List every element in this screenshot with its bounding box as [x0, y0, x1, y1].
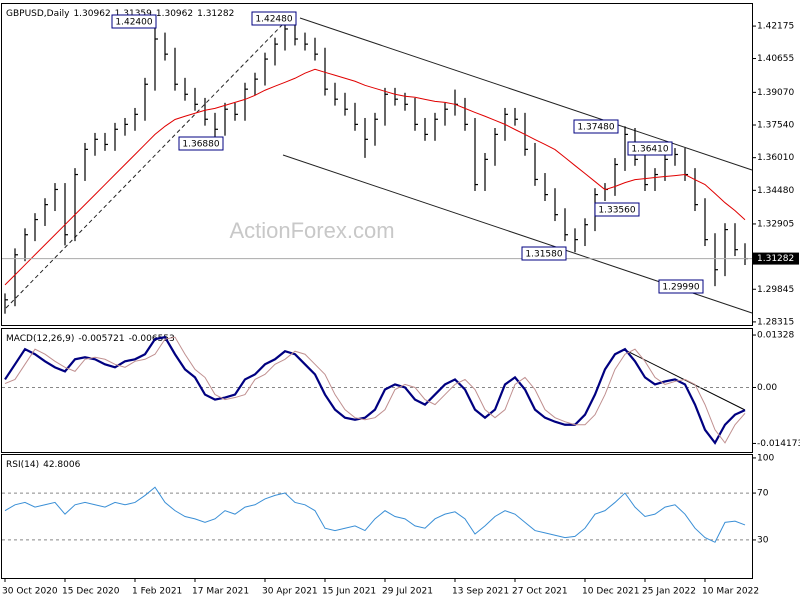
pane-title: MACD(12,26,9) [6, 334, 74, 344]
header-value: -0.005721 [78, 334, 124, 344]
annotation-box [594, 202, 640, 217]
y-tick-label: 1.39070 [757, 88, 794, 98]
trend-support [5, 21, 286, 309]
price-pane-frame [1, 3, 753, 326]
annotation-label: 1.42480 [255, 15, 292, 25]
x-tick-label: 17 Mar 2021 [192, 587, 249, 597]
x-tick-label: 27 Oct 2021 [512, 587, 568, 597]
annotation-box [573, 119, 619, 134]
x-tick-label: 15 Jun 2021 [322, 587, 376, 597]
annotation-label: 1.29990 [662, 283, 699, 293]
y-tick-label: -0.014173 [757, 439, 800, 449]
y-tick-label: 100 [757, 453, 774, 463]
y-tick-label: 1.28315 [757, 317, 794, 327]
channel-upper [299, 17, 753, 171]
indicator-line [4, 336, 746, 444]
x-tick-label: 10 Dec 2021 [582, 587, 640, 597]
last-price-label: 1.31282 [757, 254, 794, 264]
y-tick-label: 30 [757, 535, 769, 545]
header-value: 42.8006 [43, 460, 80, 470]
y-tick-label: 1.36010 [757, 153, 794, 163]
y-tick-label: 1.32905 [757, 219, 794, 229]
indicator-line [4, 335, 746, 445]
x-tick-label: 13 Sep 2021 [452, 587, 509, 597]
pane-header: RSI(14) 42.8006 [6, 460, 81, 470]
pane-title: GBPUSD,Daily [6, 9, 70, 19]
header-value: -0.006553 [129, 334, 175, 344]
header-value: 1.30962 [73, 9, 110, 19]
rsi-pane-frame [1, 454, 753, 579]
annotation-label: 1.36410 [631, 145, 668, 155]
annotation-label: 1.33560 [598, 206, 635, 216]
annotation-box [658, 279, 704, 294]
x-tick-label: 30 Oct 2020 [2, 587, 58, 597]
header-value: 1.30962 [156, 9, 193, 19]
macd-pane-frame [1, 328, 753, 453]
x-tick-label: 25 Jan 2022 [642, 587, 696, 597]
x-tick-label: 30 Apr 2021 [262, 587, 318, 597]
annotation-box [521, 246, 567, 261]
y-tick-label: 0.00 [757, 383, 777, 393]
y-tick-label: 1.29845 [757, 285, 794, 295]
annotation-box [251, 11, 297, 26]
x-tick-label: 15 Dec 2020 [62, 587, 120, 597]
x-tick-label: 29 Jul 2021 [382, 587, 433, 597]
moving-average [4, 68, 746, 286]
header-value: 1.31359 [115, 9, 152, 19]
y-tick-label: 1.34480 [757, 186, 794, 196]
macd-trendline [624, 349, 746, 411]
last-price-box [753, 252, 799, 265]
annotation-label: 1.37480 [577, 123, 614, 133]
pane-title: RSI(14) [6, 460, 39, 470]
annotation-label: 1.42400 [115, 18, 152, 28]
y-tick-label: 70 [757, 489, 769, 499]
indicator-line [4, 486, 746, 543]
pane-header: MACD(12,26,9) -0.005721 -0.006553 [6, 334, 175, 344]
y-tick-label: 1.40655 [757, 54, 794, 64]
annotation-box [111, 14, 157, 29]
y-tick-label: 0.01328 [757, 331, 794, 341]
annotation-box [627, 141, 673, 156]
annotation-box [178, 136, 224, 151]
pane-header: GBPUSD,Daily 1.30962 1.31359 1.30962 1.31282 [6, 9, 234, 19]
header-value: 1.31282 [197, 9, 234, 19]
x-tick-label: 10 Mar 2022 [702, 587, 759, 597]
annotation-label: 1.31580 [525, 250, 562, 260]
y-tick-label: 1.42175 [757, 22, 794, 32]
watermark: ActionForex.com [229, 218, 394, 243]
y-tick-label: 1.37540 [757, 121, 794, 131]
x-tick-label: 1 Feb 2021 [132, 587, 182, 597]
annotation-label: 1.36880 [182, 140, 219, 150]
